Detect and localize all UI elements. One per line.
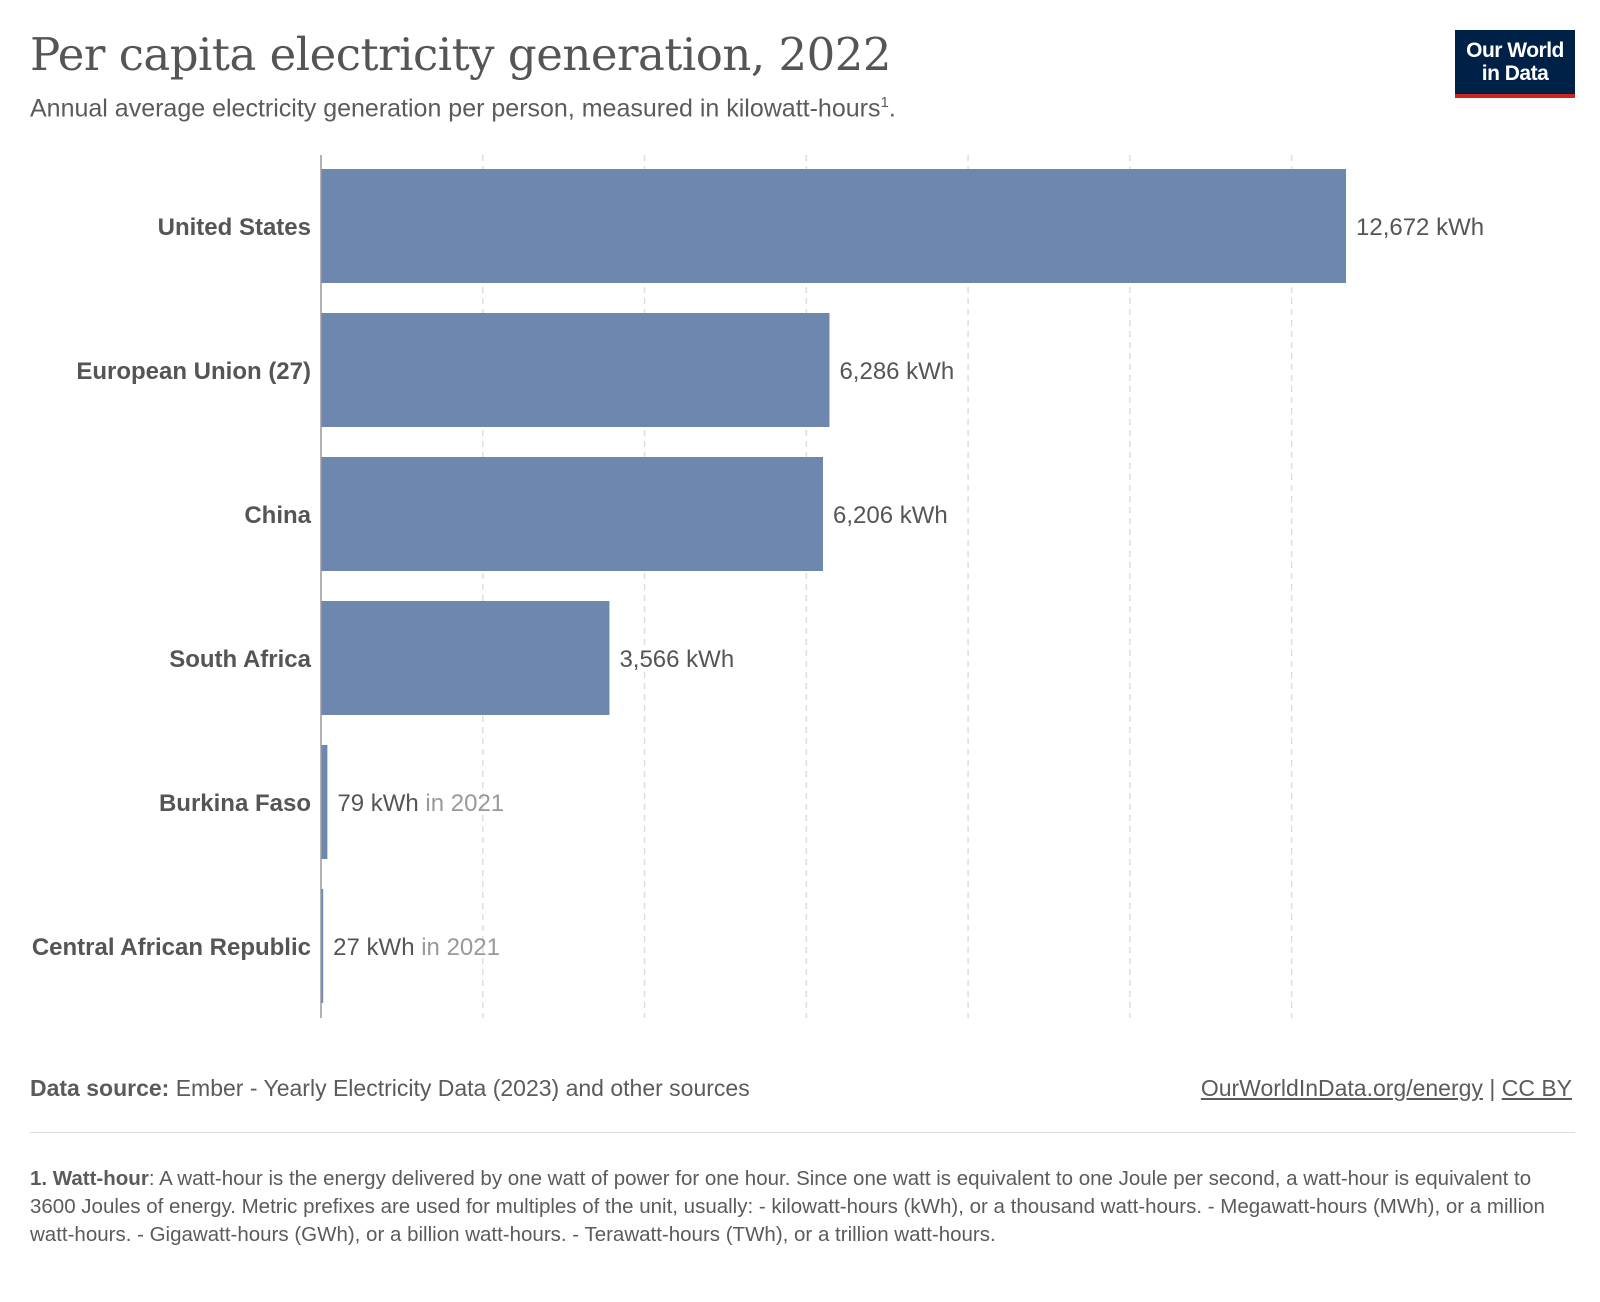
bar-chart: United States 12,672 kWh European Union (2…	[32, 155, 1484, 1018]
data-source: Data source: Ember - Yearly Electricity …	[30, 1075, 750, 1102]
footer-links: OurWorldInData.org/energy | CC BY	[1201, 1075, 1572, 1102]
bar-4[interactable]	[321, 601, 610, 715]
bar-3[interactable]	[321, 457, 823, 571]
subtitle-text: Annual average electricity generation pe…	[30, 94, 881, 123]
year-note: in 2021	[419, 790, 504, 817]
license-link[interactable]: CC BY	[1501, 1075, 1572, 1101]
value-text: 6,286 kWh	[839, 358, 954, 385]
category-label: China	[244, 502, 311, 529]
value-label: 12,672 kWh	[1356, 214, 1484, 241]
value-label: 3,566 kWh	[619, 646, 734, 673]
category-label: South Africa	[169, 646, 311, 673]
value-text: 79 kWh	[337, 790, 418, 817]
logo-line-2: in Data	[1481, 62, 1549, 85]
value-label: 27 kWh in 2021	[333, 934, 500, 961]
year-note: in 2021	[415, 934, 500, 961]
value-label: 6,206 kWh	[833, 502, 948, 529]
subtitle-period: .	[888, 94, 896, 123]
owid-logo[interactable]: Our World in Data	[1455, 30, 1575, 98]
category-label: Central African Republic	[32, 934, 311, 961]
data-source-text: Ember - Yearly Electricity Data (2023) a…	[169, 1075, 750, 1101]
chart-subtitle: Annual average electricity generation pe…	[30, 94, 896, 123]
energy-link[interactable]: OurWorldInData.org/energy	[1200, 1075, 1483, 1101]
chart-title: Per capita electricity generation, 2022	[30, 28, 891, 81]
data-source-label: Data source:	[30, 1075, 170, 1101]
category-label: United States	[158, 214, 311, 241]
bar-1[interactable]	[321, 169, 1346, 283]
value-text: 6,206 kWh	[833, 502, 948, 529]
footer-divider	[30, 1132, 1575, 1133]
footnote-term: 1. Watt-hour	[30, 1167, 149, 1190]
footnote-text: : A watt-hour is the energy delivered by…	[30, 1167, 1545, 1246]
value-text: 27 kWh	[333, 934, 414, 961]
bar-2[interactable]	[321, 313, 830, 427]
value-text: 3,566 kWh	[619, 646, 734, 673]
value-text: 12,672 kWh	[1356, 214, 1484, 241]
link-separator: |	[1482, 1075, 1502, 1101]
logo-line-1: Our World	[1466, 39, 1564, 62]
value-label: 79 kWh in 2021	[337, 790, 504, 817]
value-label: 6,286 kWh	[839, 358, 954, 385]
bar-6[interactable]	[321, 889, 324, 1003]
footnote: 1. Watt-hour: A watt-hour is the energy …	[30, 1165, 1575, 1249]
footnote-marker[interactable]: 1	[880, 94, 889, 111]
category-label: European Union (27)	[76, 358, 311, 385]
category-label: Burkina Faso	[159, 790, 311, 817]
bar-5[interactable]	[321, 745, 328, 859]
